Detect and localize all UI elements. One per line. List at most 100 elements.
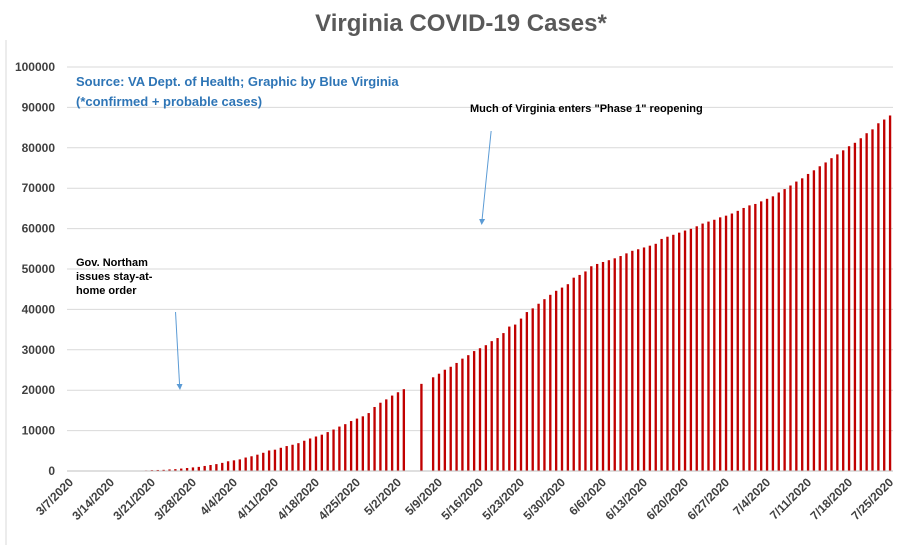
case-bar bbox=[625, 253, 628, 471]
case-bar bbox=[232, 460, 236, 471]
case-bar bbox=[478, 348, 482, 471]
case-bar bbox=[326, 432, 329, 471]
case-bar bbox=[332, 429, 335, 471]
case-bar bbox=[824, 162, 827, 471]
case-bar bbox=[619, 256, 622, 471]
case-bar bbox=[396, 392, 400, 471]
annotation-arrowhead bbox=[479, 219, 486, 225]
case-bar bbox=[713, 219, 716, 471]
case-bar bbox=[390, 395, 394, 471]
y-axis-tick-labels: 0 10000 20000 30000 40000 50000 60000 70000 8000… bbox=[15, 60, 55, 478]
y-tick-label: 0 bbox=[48, 464, 55, 478]
case-bar bbox=[601, 261, 605, 471]
x-tick-label: 6/27/2020 bbox=[685, 475, 733, 523]
x-tick-label: 4/11/2020 bbox=[234, 475, 281, 522]
x-tick-label: 5/2/2020 bbox=[361, 475, 404, 518]
case-bar bbox=[842, 150, 845, 471]
y-tick-label: 100000 bbox=[15, 60, 55, 74]
case-bar bbox=[806, 173, 810, 471]
case-bar bbox=[595, 263, 599, 471]
case-bar bbox=[549, 294, 552, 471]
case-bar bbox=[455, 362, 458, 471]
case-bar bbox=[174, 469, 177, 471]
case-bar bbox=[168, 469, 171, 471]
case-bar bbox=[420, 383, 423, 471]
case-bar bbox=[402, 389, 406, 471]
x-tick-label: 3/14/2020 bbox=[69, 475, 117, 523]
case-bar bbox=[795, 181, 798, 471]
case-bar bbox=[449, 366, 452, 471]
case-bar bbox=[344, 424, 347, 471]
y-tick-label: 40000 bbox=[22, 302, 56, 316]
case-bar bbox=[642, 247, 646, 471]
y-tick-label: 60000 bbox=[22, 222, 56, 236]
case-bar bbox=[560, 287, 564, 471]
case-bar bbox=[654, 243, 657, 471]
case-bar bbox=[490, 341, 493, 471]
y-tick-label: 10000 bbox=[22, 424, 56, 438]
case-bar bbox=[777, 192, 780, 471]
case-bar bbox=[754, 203, 757, 471]
case-bar bbox=[191, 467, 195, 471]
annotation-stay-at-home: home order bbox=[76, 285, 137, 297]
annotations: Gov. Northam issues stay-at-home order Muc… bbox=[76, 103, 703, 390]
x-axis-tick-labels: 3/7/20203/14/20203/21/20203/28/20204/4/2… bbox=[33, 475, 896, 523]
case-bar bbox=[472, 351, 476, 471]
y-tick-label: 70000 bbox=[22, 181, 56, 195]
case-bar bbox=[226, 461, 230, 471]
case-bar bbox=[279, 447, 282, 471]
case-bar bbox=[203, 465, 206, 471]
case-bar bbox=[215, 464, 218, 471]
case-bar bbox=[250, 456, 253, 471]
annotation-arrowhead bbox=[176, 384, 183, 390]
case-bar bbox=[660, 238, 663, 471]
case-bar bbox=[502, 333, 505, 471]
case-bar bbox=[859, 138, 862, 471]
case-bar bbox=[484, 345, 488, 471]
case-bar bbox=[877, 123, 880, 472]
y-tick-label: 20000 bbox=[22, 383, 56, 397]
case-bar bbox=[267, 450, 271, 471]
case-bar bbox=[262, 452, 265, 471]
x-tick-label: 7/25/2020 bbox=[849, 475, 897, 523]
annotation-arrow-line bbox=[175, 311, 181, 385]
case-bar bbox=[783, 189, 786, 471]
source-note: Source: VA Dept. of Health; Graphic by B… bbox=[76, 74, 399, 89]
case-bar bbox=[314, 436, 318, 471]
case-bar bbox=[361, 416, 365, 471]
case-bar bbox=[666, 236, 669, 471]
case-bar bbox=[525, 312, 529, 471]
case-bar bbox=[689, 228, 693, 471]
case-bar bbox=[771, 196, 775, 471]
case-bar bbox=[883, 119, 886, 471]
x-tick-label: 5/23/2020 bbox=[479, 475, 527, 523]
case-bar bbox=[584, 271, 587, 471]
x-tick-label: 3/21/2020 bbox=[110, 475, 158, 523]
case-bar bbox=[373, 406, 376, 471]
case-bar bbox=[724, 215, 728, 471]
case-bar bbox=[338, 426, 341, 471]
case-bar bbox=[238, 459, 241, 471]
case-bar bbox=[847, 146, 851, 471]
x-tick-label: 7/11/2020 bbox=[767, 475, 814, 522]
y-tick-label: 50000 bbox=[22, 262, 56, 276]
case-bar bbox=[221, 462, 224, 471]
y-tick-label: 80000 bbox=[22, 141, 56, 155]
x-tick-label: 3/28/2020 bbox=[151, 475, 199, 523]
case-bar bbox=[519, 318, 523, 471]
case-bar bbox=[180, 468, 183, 471]
case-bar bbox=[566, 284, 570, 471]
y-tick-label: 30000 bbox=[22, 343, 56, 357]
case-bar bbox=[853, 142, 857, 472]
case-bar bbox=[285, 446, 288, 471]
annotation-stay-at-home: Gov. Northam bbox=[76, 257, 148, 269]
case-bar bbox=[719, 217, 722, 471]
case-bar bbox=[291, 444, 294, 471]
case-bar bbox=[185, 468, 189, 471]
case-bar bbox=[701, 223, 704, 471]
case-bar bbox=[513, 324, 517, 471]
case-bar bbox=[308, 438, 312, 471]
case-bar bbox=[554, 290, 558, 471]
case-bar bbox=[162, 469, 165, 471]
x-tick-label: 5/30/2020 bbox=[520, 475, 568, 523]
